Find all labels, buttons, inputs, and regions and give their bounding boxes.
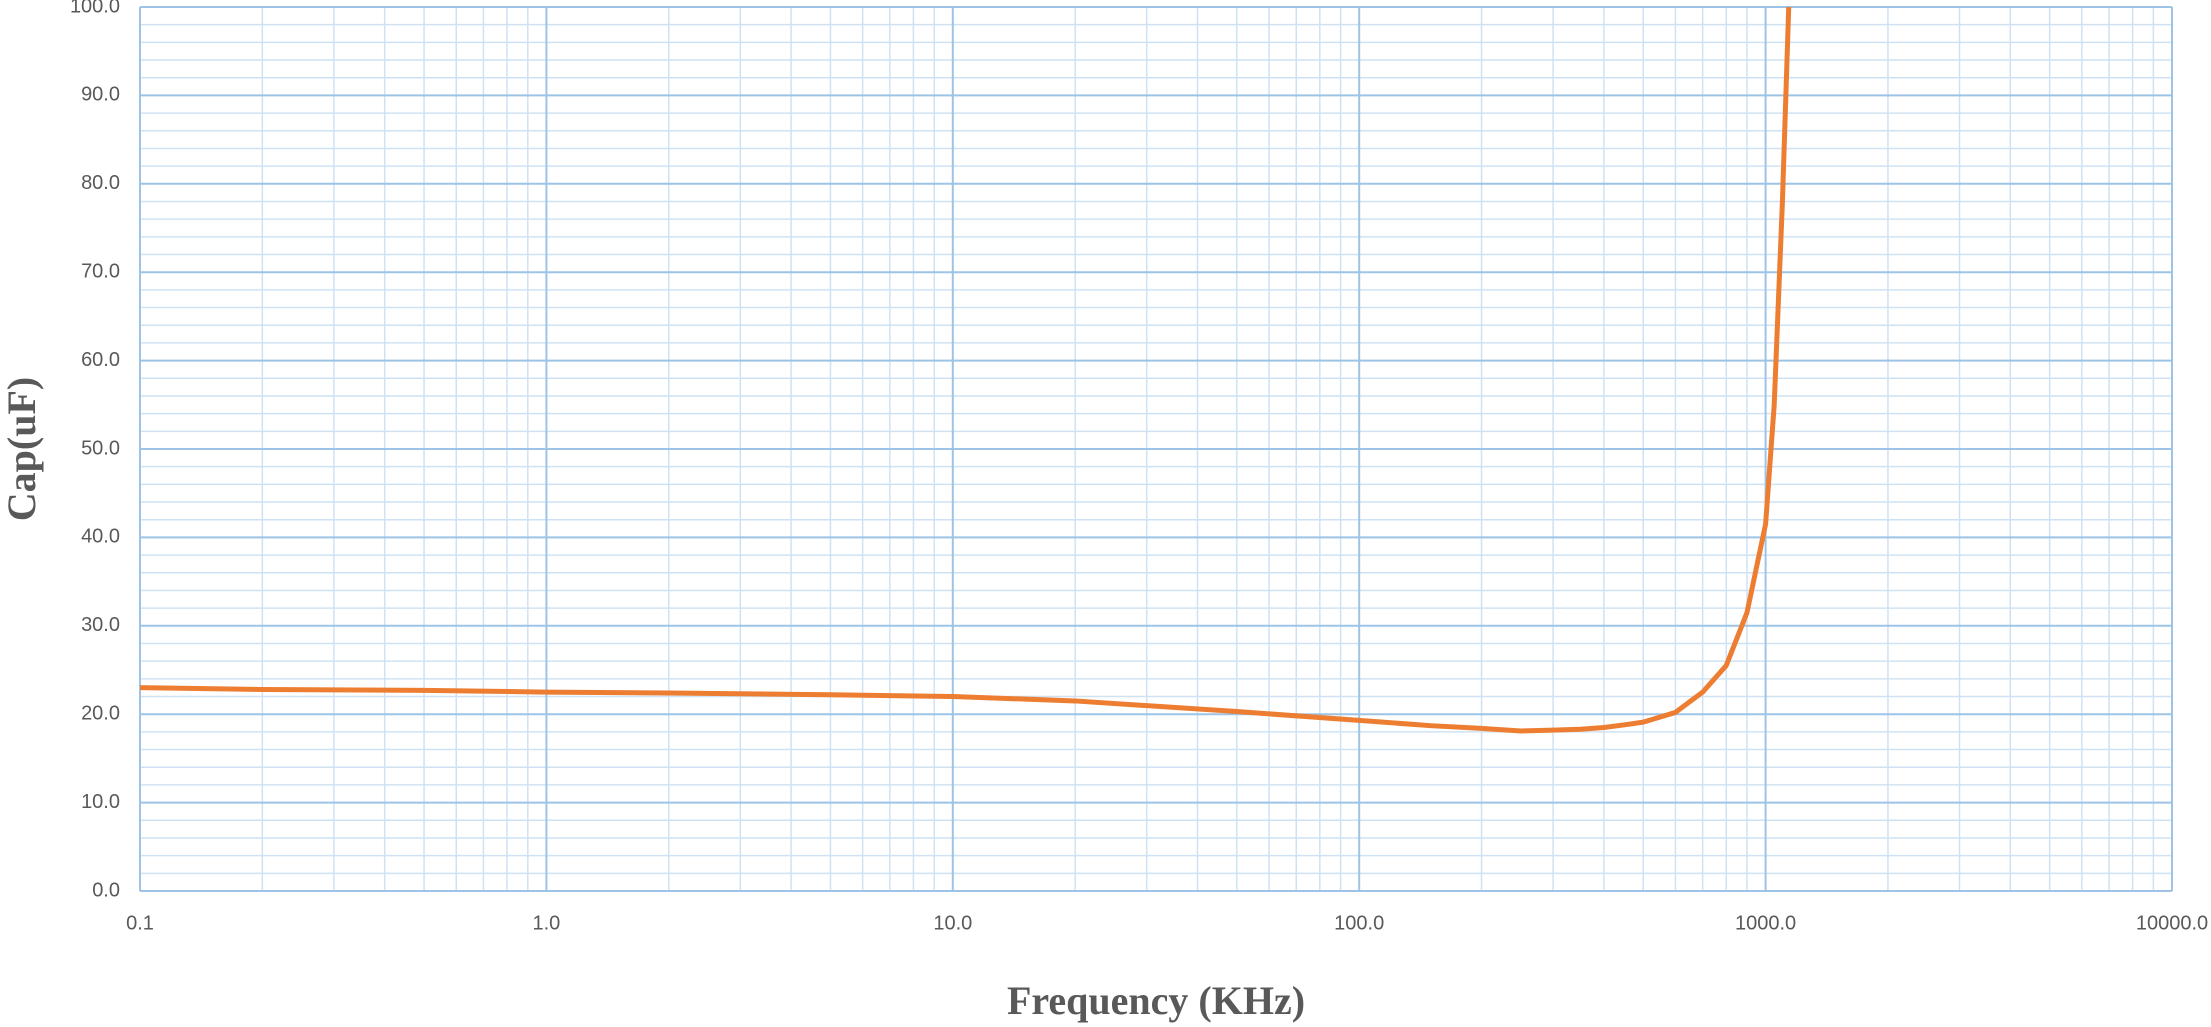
y-axis-title: Cap(uF): [0, 377, 44, 521]
grid: [139, 6, 2173, 892]
y-tick-label: 40.0: [81, 526, 120, 548]
x-tick-label: 1.0: [532, 912, 560, 934]
y-tick-label: 80.0: [81, 172, 120, 194]
x-tick-label: 10.0: [933, 912, 972, 934]
y-tick-label: 10.0: [81, 791, 120, 813]
plot-area: [140, 7, 1792, 734]
y-tick-label: 30.0: [81, 614, 120, 636]
y-tick-label: 100.0: [70, 0, 120, 17]
data-line: [140, 7, 1792, 734]
x-tick-label: 0.1: [126, 912, 154, 934]
x-tick-label: 1000.0: [1735, 912, 1796, 934]
y-tick-label: 90.0: [81, 84, 120, 106]
y-tick-label: 60.0: [81, 349, 120, 371]
y-tick-label: 50.0: [81, 437, 120, 459]
x-axis-title: Frequency (KHz): [1007, 978, 1305, 1023]
y-tick-label: 70.0: [81, 260, 120, 282]
y-tick-label: 0.0: [92, 879, 120, 901]
y-tick-label: 20.0: [81, 702, 120, 724]
x-tick-label: 10000.0: [2136, 912, 2208, 934]
x-tick-label: 100.0: [1334, 912, 1384, 934]
